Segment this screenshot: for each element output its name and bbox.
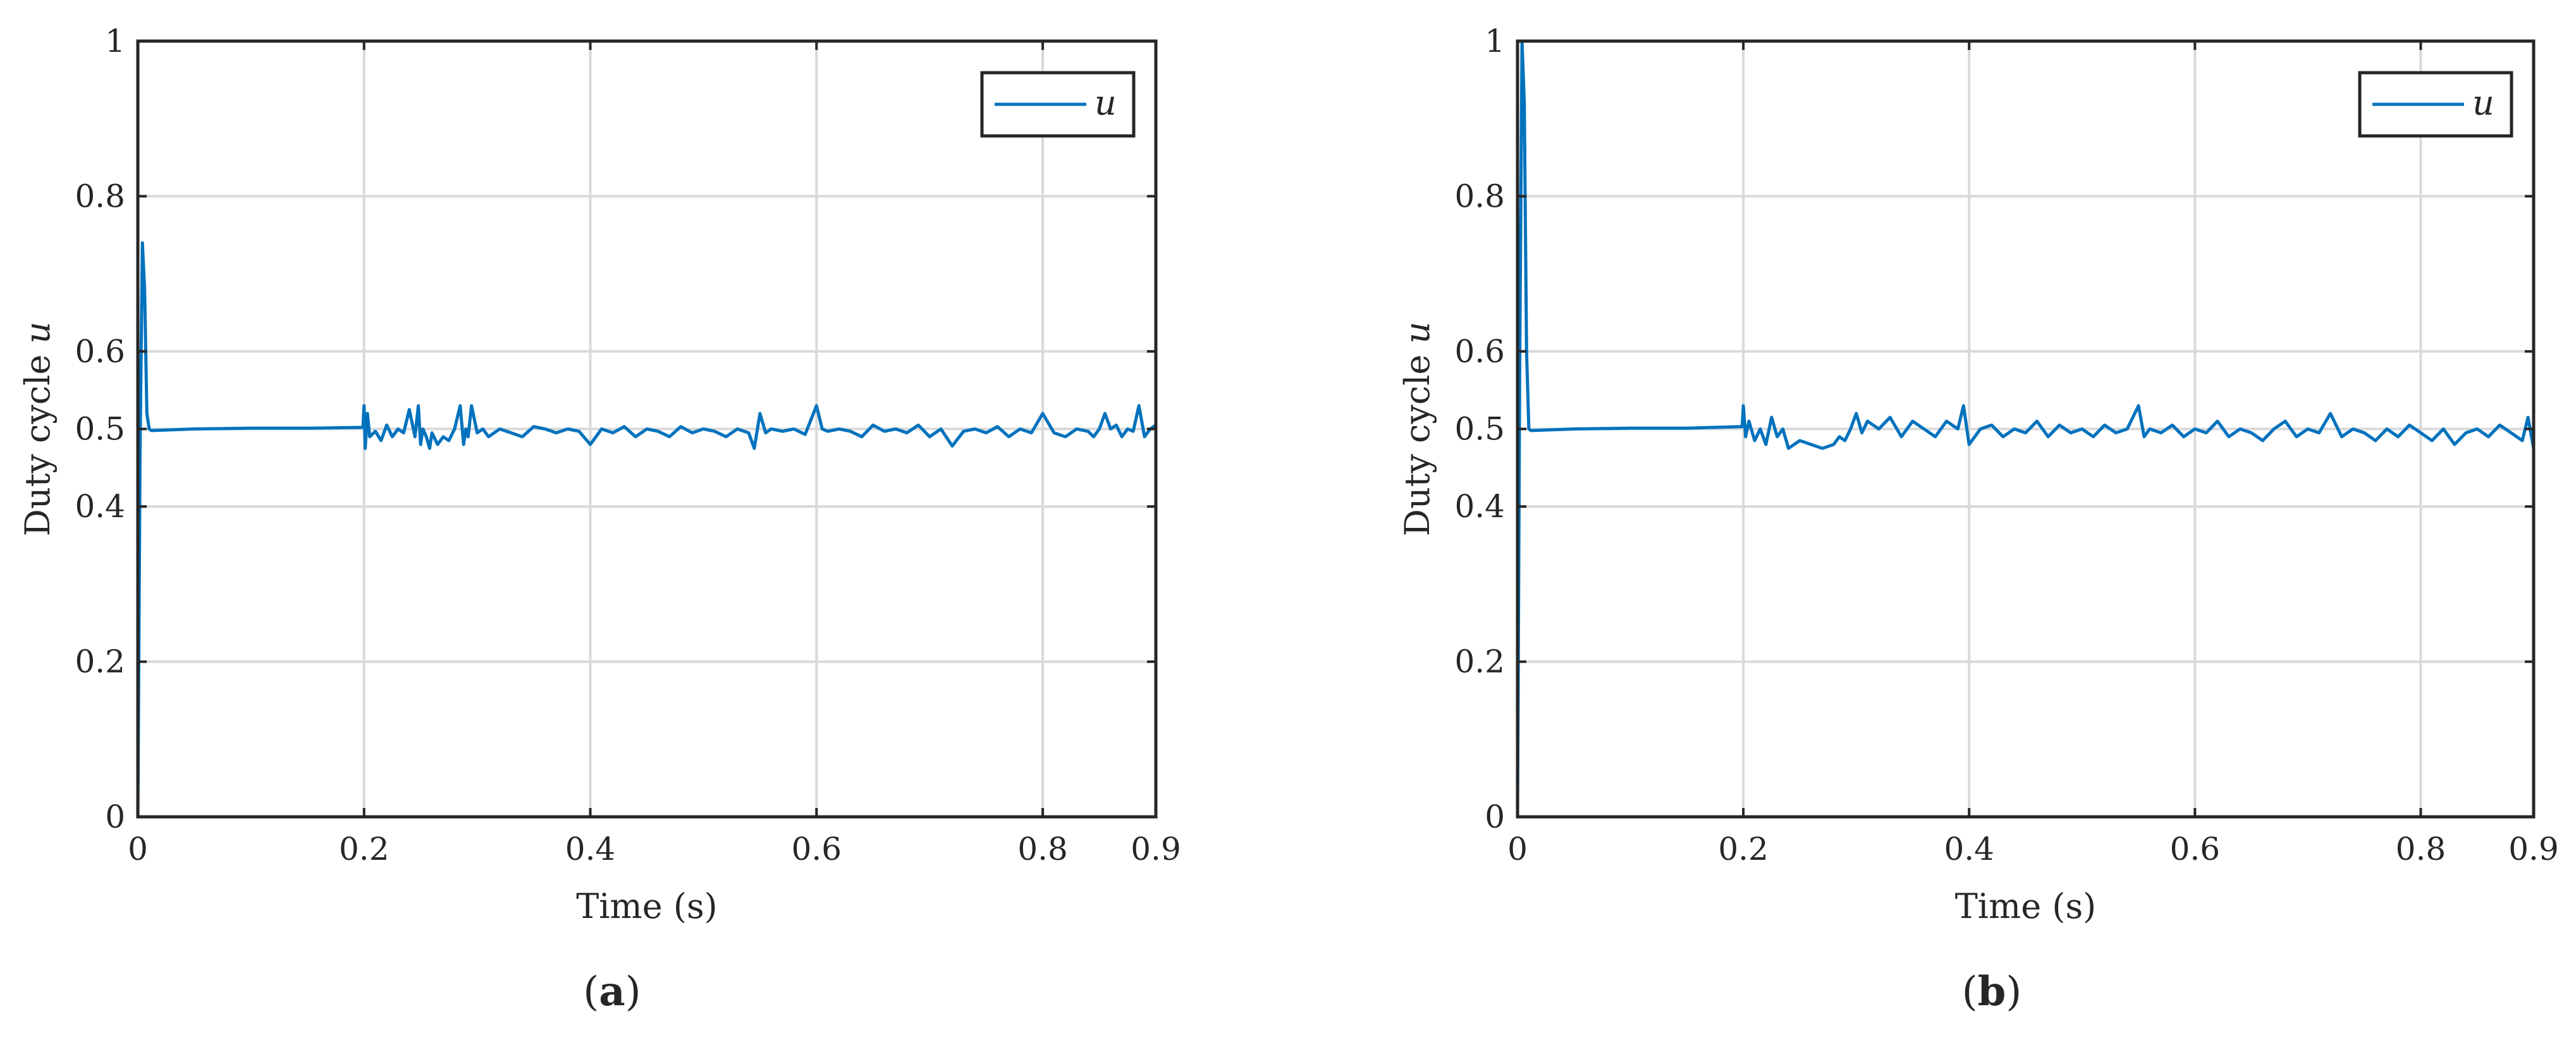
x-tick-label: 0.2: [1718, 831, 1769, 867]
caption-open-paren: (: [1962, 969, 1978, 1015]
x-tick-label: 0.8: [1017, 831, 1068, 867]
x-tick-label: 0.2: [339, 831, 389, 867]
x-tick-label: 0.9: [2508, 831, 2559, 867]
x-tick-label: 0.6: [2170, 831, 2221, 867]
y-tick-label: 0.2: [75, 644, 125, 680]
caption-close-paren: ): [625, 969, 641, 1015]
y-tick-label: 0.4: [75, 488, 125, 525]
y-tick-label: 1: [105, 23, 125, 59]
x-tick-label: 0: [1507, 831, 1528, 867]
x-tick-label: 0.6: [792, 831, 842, 867]
y-tick-label: 0.2: [1454, 644, 1505, 680]
x-tick-label: 0: [128, 831, 148, 867]
y-axis-title-variable: u: [18, 322, 58, 344]
legend-label-u: u: [2472, 83, 2494, 123]
panel-caption: (a): [583, 968, 641, 1015]
series-line-u: [136, 241, 1157, 817]
x-axis-title: Time (s): [576, 886, 717, 926]
y-tick-label: 0.5: [75, 411, 125, 448]
panel-caption: (b): [1962, 968, 2022, 1015]
legend: u: [2358, 71, 2513, 138]
y-tick-label: 0.4: [1454, 488, 1505, 525]
y-tick-label: 0: [105, 798, 125, 835]
y-tick-label: 0.8: [75, 178, 125, 214]
x-tick-label: 0.4: [1944, 831, 1994, 867]
y-axis-title-variable: u: [1397, 322, 1437, 344]
panel-b: 0 0.2 0.4 0.6 0.8 0.9 0 0.2 0.4 0.5 0.6 0.8 1 Time (…: [1397, 23, 2559, 1015]
legend: u: [980, 71, 1136, 138]
y-axis-title: Duty cycle u: [18, 322, 58, 537]
x-axis-title: Time (s): [1955, 886, 2096, 926]
caption-letter: a: [599, 968, 625, 1015]
caption-letter: b: [1978, 968, 2006, 1015]
y-tick-label: 0.5: [1454, 411, 1505, 448]
series-line-u: [1516, 39, 2536, 817]
panel-a: 0 0.2 0.4 0.6 0.8 0.9 0 0.2 0.4 0.5 0.6 0.8 1 Time (…: [18, 23, 1181, 1015]
y-axis-title-text: Duty cycle: [18, 343, 58, 536]
caption-close-paren: ): [2006, 969, 2021, 1015]
x-tick-label: 0.4: [565, 831, 616, 867]
y-tick-label: 0.6: [75, 333, 125, 370]
y-axis-title: Duty cycle u: [1397, 322, 1437, 537]
y-axis-title-text: Duty cycle: [1397, 343, 1437, 536]
y-tick-label: 0.8: [1454, 178, 1505, 214]
x-tick-label: 0.9: [1131, 831, 1181, 867]
legend-label-u: u: [1095, 83, 1117, 123]
x-tick-label: 0.8: [2396, 831, 2446, 867]
y-tick-label: 0.6: [1454, 333, 1505, 370]
y-tick-label: 1: [1485, 23, 1505, 59]
caption-open-paren: (: [583, 969, 599, 1015]
y-tick-label: 0: [1485, 798, 1505, 835]
